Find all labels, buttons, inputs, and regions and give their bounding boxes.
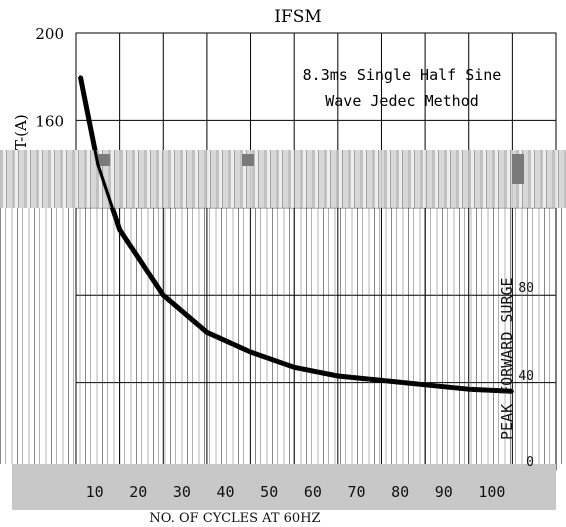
y-tick-labels-right: 80 40 0 (518, 281, 534, 470)
series-point (96, 162, 100, 166)
series-point (423, 383, 427, 387)
chart-title: IFSM (274, 7, 322, 27)
x-tick-label: 80 (391, 483, 409, 501)
x-tick-label: 40 (217, 483, 235, 501)
series-point (379, 378, 383, 382)
annotation-line-1: 8.3ms Single Half Sine (303, 66, 502, 84)
y-tick-labels-left: 200 160 (35, 25, 64, 130)
y-tick-label-right: 80 (518, 281, 534, 296)
y-axis-label-left: T-(A) (12, 114, 30, 150)
series-point (292, 365, 296, 369)
series-point (118, 228, 122, 232)
x-tick-labels: 10 20 30 40 50 60 70 80 90 100 (86, 483, 506, 501)
y-tick-label-right: 0 (526, 455, 534, 470)
series-point (83, 97, 87, 101)
x-axis-label: NO. OF CYCLES AT 60HZ (149, 511, 320, 526)
series-point (336, 374, 340, 378)
series-point (78, 75, 82, 79)
y-tick-label-right: 40 (518, 369, 534, 384)
x-axis-band (12, 464, 556, 510)
y-axis-label-right: PEAK FORWARD SURGE (498, 277, 516, 440)
x-tick-label: 30 (173, 483, 191, 501)
x-tick-label: 50 (260, 483, 278, 501)
series-overlay (78, 75, 514, 393)
series-line-overlay (78, 76, 513, 393)
x-tick-label: 10 (86, 483, 104, 501)
y-tick-label-left: 200 (35, 25, 64, 43)
y-tick-label-left: 160 (35, 112, 64, 130)
series-point (205, 330, 209, 334)
x-tick-label: 60 (304, 483, 322, 501)
x-tick-label: 100 (478, 483, 505, 501)
series-point (249, 350, 253, 354)
series-point (510, 389, 514, 393)
x-tick-label: 90 (435, 483, 453, 501)
x-tick-label: 70 (347, 483, 365, 501)
x-tick-label: 20 (129, 483, 147, 501)
series-point (161, 293, 165, 297)
series-point (467, 387, 471, 391)
annotation-line-2: Wave Jedec Method (325, 92, 479, 110)
